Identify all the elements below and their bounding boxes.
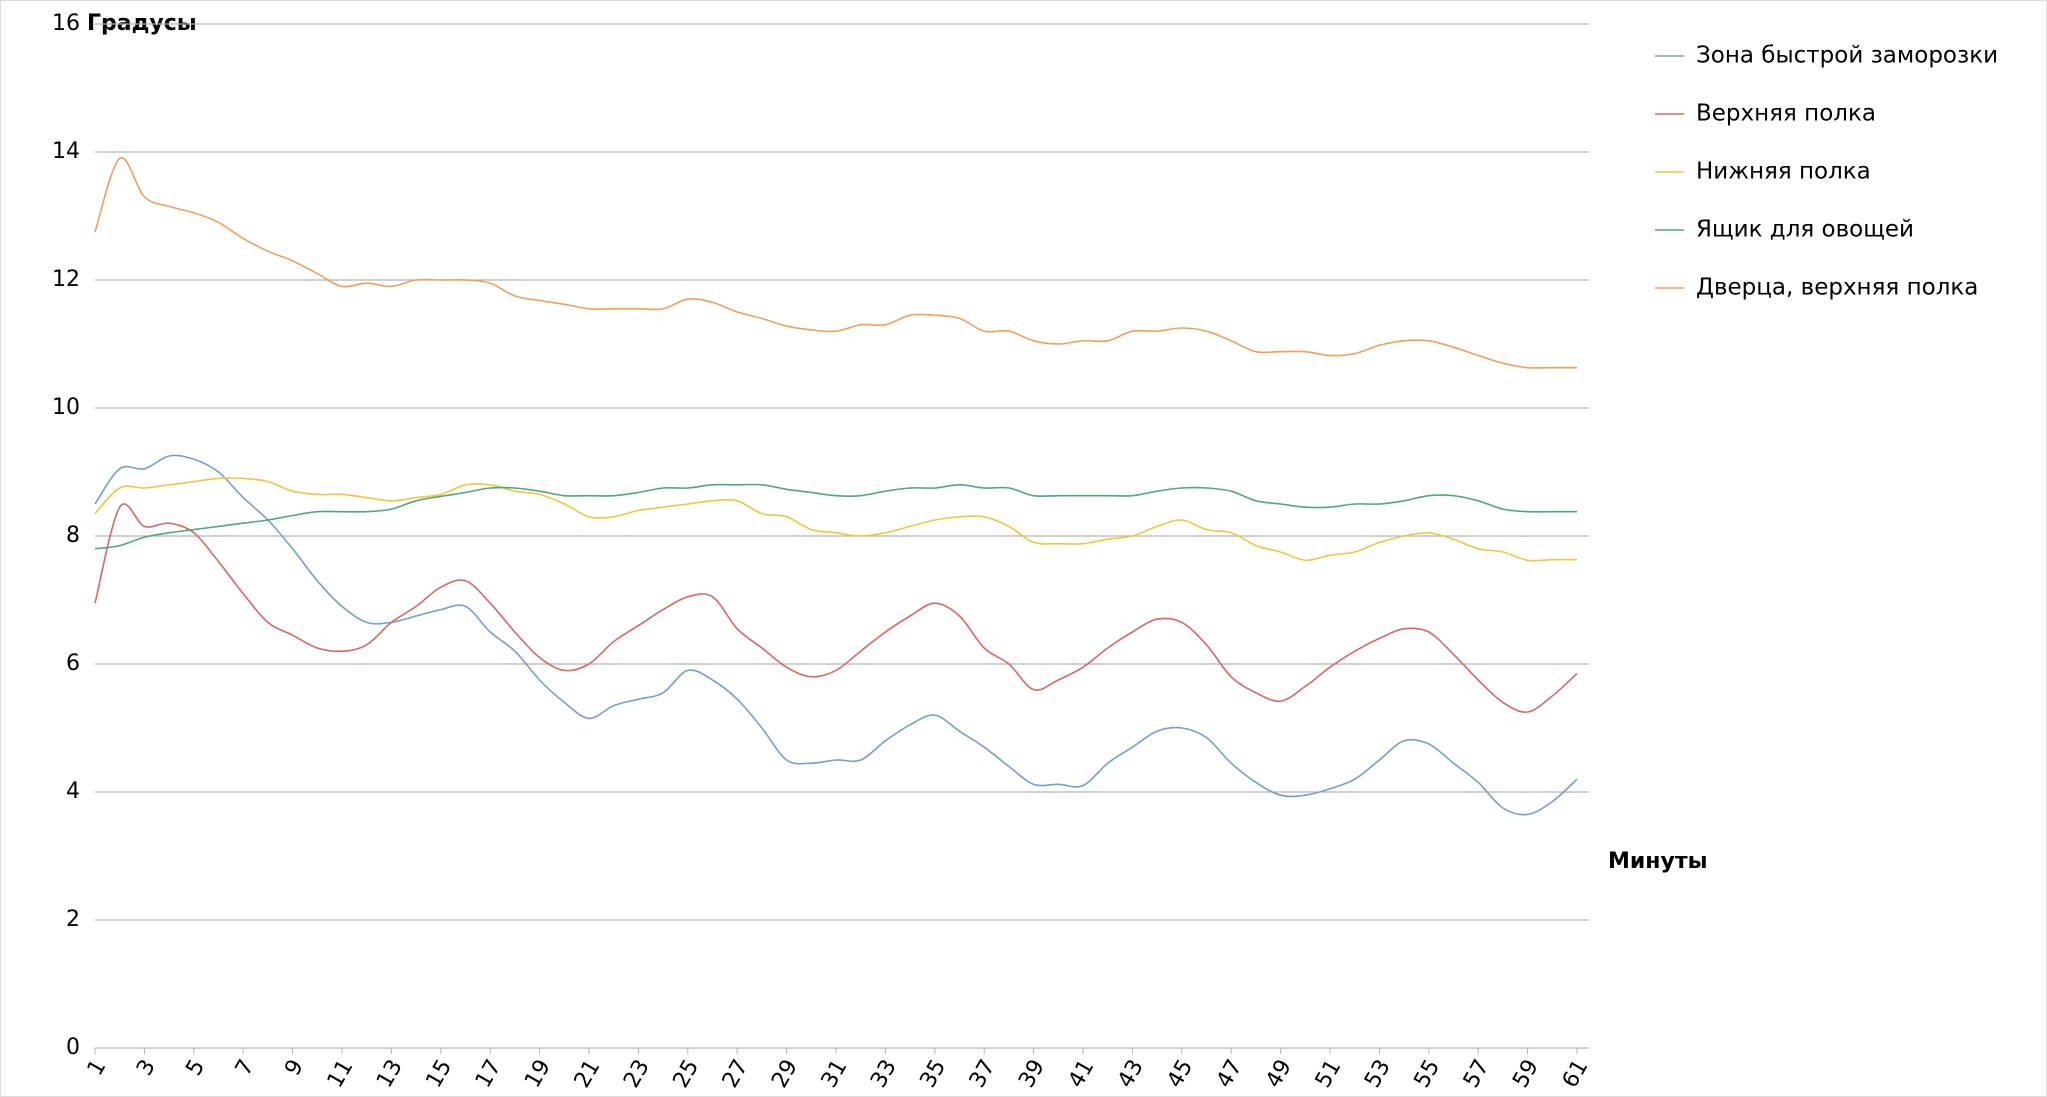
y-tick-label: 8 (66, 523, 80, 548)
y-tick-label: 16 (52, 11, 80, 36)
series-line (94, 503, 1578, 713)
series-line (94, 483, 1577, 550)
y-tick-label: 2 (66, 907, 80, 932)
legend-label: Зона быстрой заморозки (1696, 43, 1998, 69)
x-axis-label: Минуты (1608, 849, 1708, 874)
series-line (94, 157, 1577, 369)
y-tick-label: 4 (66, 779, 80, 804)
y-tick-label: 12 (52, 267, 80, 292)
legend-label: Дверца, верхняя полка (1696, 275, 1978, 301)
y-tick-label: 10 (52, 395, 80, 420)
legend-label: Верхняя полка (1696, 101, 1876, 127)
y-tick-label: 14 (52, 139, 80, 164)
legend-label: Ящик для овощей (1696, 217, 1914, 243)
legend-label: Нижняя полка (1696, 159, 1871, 185)
y-tick-label: 6 (66, 651, 80, 676)
series-line (94, 477, 1578, 562)
y-tick-label: 0 (66, 1035, 80, 1060)
series-line (94, 454, 1578, 816)
